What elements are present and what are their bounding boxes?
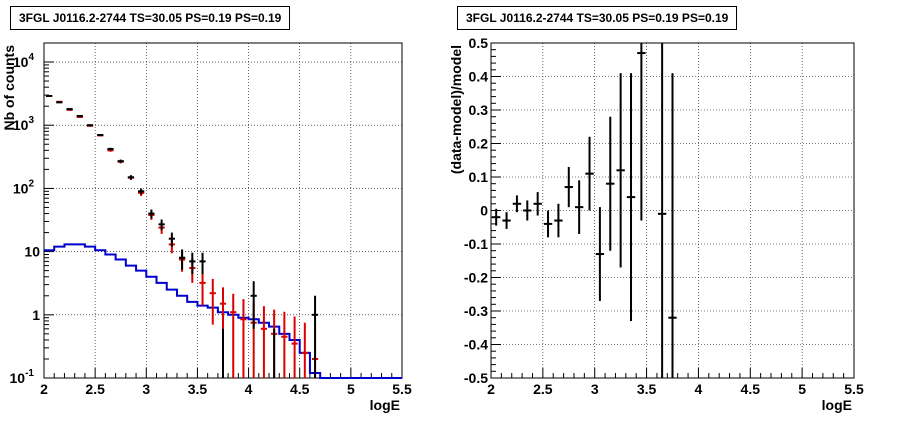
y-tick-label: -0.4 <box>464 337 488 353</box>
right-plot-title: 3FGL J0116.2-2744 TS=30.05 PS=0.19 PS=0.… <box>457 6 738 30</box>
y-tick-label: 0.3 <box>469 102 489 118</box>
x-axis-label: logE <box>822 397 852 413</box>
background-model-step-line <box>44 243 402 379</box>
y-tick-label: -0.5 <box>464 370 488 386</box>
y-tick-label: 1 <box>32 307 40 323</box>
x-tick-label: 5 <box>347 381 355 397</box>
x-tick-label: 5.5 <box>844 381 864 397</box>
y-tick-label: 103 <box>13 115 35 133</box>
y-tick-label: 10-1 <box>10 368 35 386</box>
y-tick-label: 0.5 <box>469 35 489 51</box>
right-plot-pane: 2 2.5 3 3.5 4 4.5 5 5.5 logE (data-model)/model -0… <box>448 0 898 421</box>
x-tick-label: 4.5 <box>741 381 761 397</box>
x-tick-label: 3.5 <box>637 381 657 397</box>
y-axis-label: (data-model)/model <box>449 45 464 174</box>
x-tick-label: 4.5 <box>290 381 310 397</box>
x-tick-label: 2 <box>487 381 495 397</box>
x-tick-label: 4 <box>695 381 703 397</box>
left-plot-title: 3FGL J0116.2-2744 TS=30.05 PS=0.19 PS=0.… <box>10 6 291 30</box>
y-tick-label: -0.2 <box>464 270 488 286</box>
y-tick-label: 10 <box>24 244 40 260</box>
x-tick-label: 2 <box>40 381 48 397</box>
x-tick-label: 2.5 <box>533 381 553 397</box>
y-tick-label: 0.4 <box>469 69 489 85</box>
y-tick-label: 0.1 <box>469 169 489 185</box>
x-tick-label: 4 <box>245 381 253 397</box>
y-tick-label: 104 <box>13 52 35 70</box>
y-tick-label: -0.1 <box>464 236 488 252</box>
x-axis-label: logE <box>370 397 400 413</box>
x-tick-label: 3 <box>591 381 599 397</box>
y-tick-label: -0.3 <box>464 303 488 319</box>
x-tick-label: 5.5 <box>392 381 412 397</box>
y-tick-label: 102 <box>13 178 35 196</box>
x-tick-label: 3 <box>142 381 150 397</box>
left-plot-pane: 2 2.5 3 3.5 4 4.5 5 5.5 logE Nb of counts 10-1 1 10 1… <box>0 0 449 421</box>
x-tick-label: 5 <box>798 381 806 397</box>
x-tick-label: 2.5 <box>85 381 105 397</box>
y-tick-label: 0 <box>480 203 488 219</box>
y-axis-label: Nb of counts <box>1 45 17 131</box>
y-tick-label: 0.2 <box>469 136 489 152</box>
x-tick-label: 3.5 <box>188 381 208 397</box>
